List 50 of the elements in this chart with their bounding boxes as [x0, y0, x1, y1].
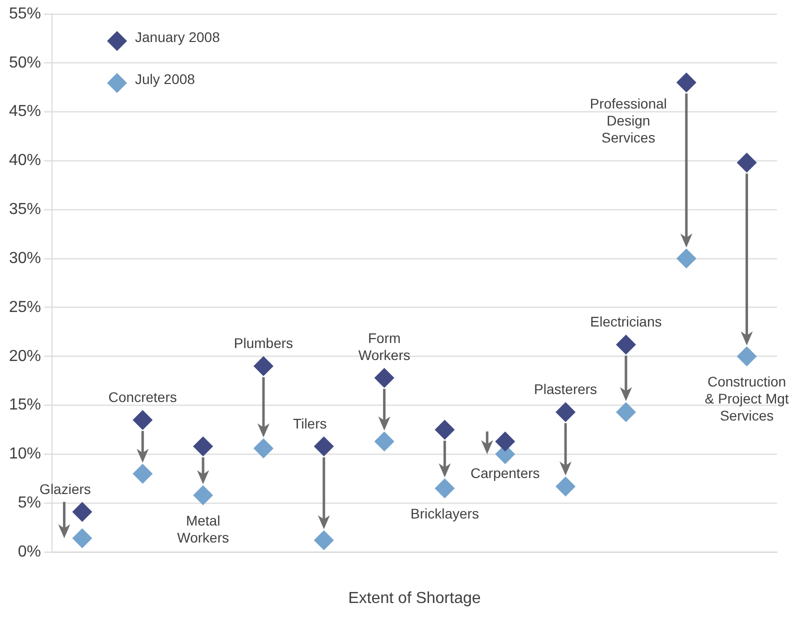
point [556, 402, 576, 422]
point [314, 436, 334, 456]
point [736, 152, 757, 173]
annotation: Tilers [293, 415, 327, 432]
y-tick-label: 0% [18, 543, 42, 560]
y-tick-label: 20% [8, 348, 42, 365]
point [495, 431, 516, 452]
annotation: Form Workers [358, 330, 410, 363]
annotation: Bricklayers [410, 505, 479, 522]
point [72, 528, 92, 548]
point [434, 420, 455, 440]
point [193, 436, 214, 456]
point [253, 438, 274, 458]
point [616, 402, 636, 422]
legend-label: July 2008 [135, 70, 196, 87]
y-tick-label: 15% [8, 396, 42, 414]
annotation: Concreters [108, 388, 177, 405]
annotation: Professional Design Services [590, 95, 667, 146]
y-tick-label: 10% [8, 446, 42, 463]
point [616, 334, 636, 355]
y-tick-label: 45% [8, 103, 42, 120]
x-axis-title: Extent of Shortage [348, 590, 481, 607]
annotation: Plumbers [234, 335, 294, 352]
point [72, 502, 92, 522]
annotation: Glaziers [40, 480, 91, 497]
point [314, 530, 334, 550]
annotation: Metal Workers [177, 512, 229, 546]
y-tick-label: 30% [8, 250, 42, 267]
legend-label: January 2008 [135, 28, 220, 45]
annotation: Construction & Project Mgt Services [704, 373, 789, 424]
y-tick-label: 25% [8, 298, 42, 316]
point [736, 346, 757, 366]
annotation: Carpenters [470, 465, 540, 482]
y-tick-label: 35% [8, 201, 42, 218]
point [676, 72, 696, 92]
y-tick-label: 55% [8, 5, 42, 22]
point [132, 410, 153, 430]
point [434, 478, 455, 498]
annotation: Plasterers [534, 381, 598, 398]
point [374, 431, 394, 452]
point [193, 485, 214, 506]
point [253, 356, 274, 376]
y-tick-label: 40% [8, 152, 42, 170]
point [676, 248, 696, 269]
point [556, 476, 576, 496]
y-tick-label: 5% [18, 494, 42, 512]
point [132, 464, 153, 484]
annotation: Electricians [590, 314, 662, 330]
y-tick-label: 50% [8, 54, 42, 72]
point [374, 368, 394, 388]
